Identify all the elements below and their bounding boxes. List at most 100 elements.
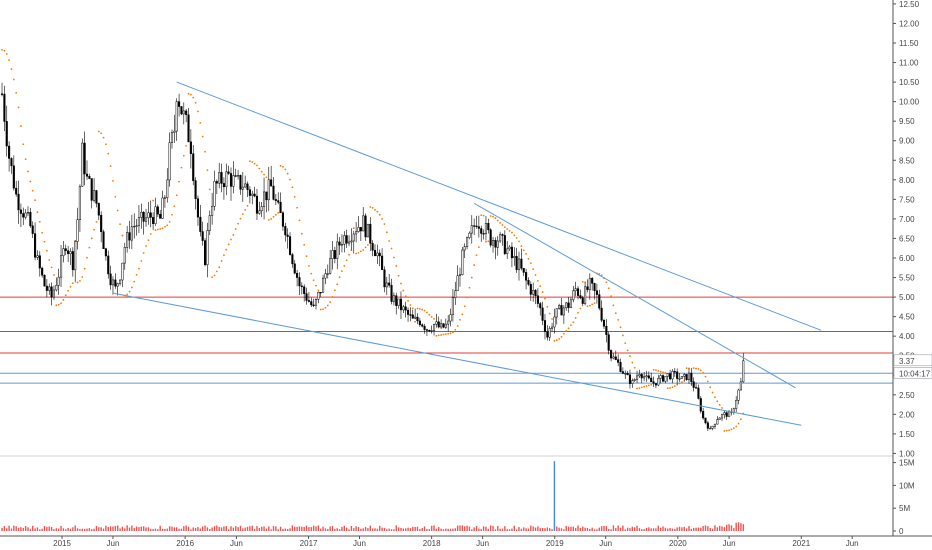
candle-body-21	[50, 286, 53, 298]
volume-bar-111	[263, 526, 265, 531]
sar-dot-78	[185, 144, 188, 147]
candle-body-171	[404, 306, 407, 311]
sar-dot-134	[317, 289, 320, 292]
candle-body-187	[442, 323, 445, 328]
sar-dot-289	[683, 380, 686, 382]
volume-bar-55	[131, 525, 133, 531]
candle-body-78	[185, 110, 188, 116]
volume-bar-232	[548, 528, 551, 531]
time-tick-label-3: Jun	[230, 539, 243, 548]
volume-bar-176	[416, 526, 419, 531]
volume-bar-257	[608, 529, 610, 531]
candle-body-293	[692, 381, 695, 388]
candle-body-150	[355, 231, 358, 235]
price-tick-label-11: 7.00	[899, 215, 915, 224]
volume-bar-73	[173, 527, 176, 531]
volume-bar-48	[114, 525, 117, 531]
volume-bar-107	[253, 529, 256, 531]
candle-body-262	[619, 362, 622, 372]
price-tick-label-15: 5.00	[899, 293, 915, 302]
sar-dot-106	[251, 161, 254, 163]
candle-body-251	[593, 283, 596, 291]
candle-body-166	[392, 295, 395, 302]
volume-bar-88	[209, 528, 211, 531]
last-price-label: 3.37	[899, 357, 915, 366]
price-tick-label-22: 1.50	[899, 430, 915, 439]
candle-body-254	[600, 307, 603, 321]
candle-body-304	[718, 417, 721, 420]
candle-body-163	[385, 282, 388, 288]
volume-bar-215	[508, 529, 511, 531]
sar-dot-232	[548, 312, 551, 315]
candle-body-226	[534, 290, 537, 297]
volume-bar-52	[124, 528, 126, 531]
candle-body-216	[510, 246, 513, 259]
candle-body-17	[41, 267, 44, 276]
candle-body-283	[669, 373, 672, 380]
sar-dot-105	[248, 160, 251, 163]
sar-dot-53	[126, 293, 129, 296]
candle-body-292	[690, 372, 693, 382]
candle-body-74	[175, 101, 178, 132]
sar-dot-273	[645, 385, 648, 387]
candle-body-208	[491, 240, 495, 246]
sar-dot-60	[142, 252, 145, 254]
sar-dot-103	[244, 208, 247, 211]
volume-bar-212	[501, 528, 504, 531]
candle-body-1	[3, 93, 6, 122]
candle-body-58	[137, 217, 140, 226]
sar-dot-3	[8, 59, 11, 62]
candle-body-5	[12, 165, 15, 189]
volume-bar-204	[482, 526, 485, 531]
candle-body-238	[562, 307, 565, 316]
candle-body-0	[0, 93, 4, 95]
candle-body-80	[189, 141, 192, 154]
candle-body-6	[15, 187, 18, 195]
volume-bar-203	[480, 529, 482, 531]
sar-dot-220	[520, 245, 523, 247]
sar-dot-298	[704, 375, 707, 378]
volume-bar-233	[551, 529, 553, 531]
sar-dot-75	[178, 180, 180, 183]
candle-body-69	[163, 197, 166, 199]
volume-tick-label-0: 15M	[899, 459, 915, 468]
sar-dot-219	[518, 240, 520, 243]
sar-dot-294	[695, 367, 697, 370]
price-tick-label-23: 1.00	[899, 449, 915, 458]
sar-dot-248	[586, 305, 589, 308]
sar-dot-96	[227, 243, 230, 246]
candle-body-79	[187, 114, 190, 143]
candle-body-165	[390, 285, 393, 302]
candle-body-95	[225, 171, 228, 188]
candle-body-18	[43, 274, 46, 287]
volume-bar-170	[402, 528, 405, 531]
candle-body-47	[111, 279, 115, 286]
sar-dot-73	[173, 205, 176, 208]
volume-bar-260	[615, 528, 617, 531]
candle-body-230	[543, 320, 547, 332]
sar-dot-226	[534, 274, 537, 276]
candle-body-4	[10, 158, 13, 167]
sar-dot-110	[260, 170, 263, 173]
sar-dot-5	[12, 78, 15, 81]
candle-body-91	[215, 181, 218, 184]
sar-dot-287	[678, 382, 681, 385]
candle-body-259	[612, 356, 615, 359]
sar-dot-46	[109, 165, 112, 167]
sar-dot-206	[487, 240, 490, 243]
candle-body-29	[69, 251, 72, 254]
volume-bar-12	[29, 528, 32, 531]
volume-bar-175	[414, 526, 416, 531]
candle-body-185	[437, 321, 440, 328]
candle-body-54	[128, 232, 131, 241]
candle-body-202	[477, 226, 480, 229]
sar-dot-194	[459, 318, 461, 321]
volume-bar-301	[711, 528, 714, 531]
volume-bar-163	[386, 529, 388, 531]
sar-dot-70	[166, 224, 169, 227]
volume-bar-299	[707, 526, 709, 531]
volume-bar-2	[6, 528, 8, 531]
sar-dot-81	[192, 96, 195, 99]
volume-bar-214	[506, 529, 508, 531]
sar-dot-177	[418, 307, 421, 310]
